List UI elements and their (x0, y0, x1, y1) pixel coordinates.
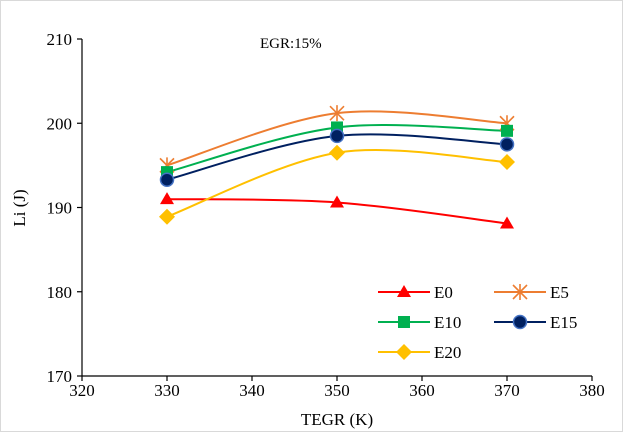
legend-item-e0: E0 (378, 283, 453, 302)
x-axis-title: TEGR (K) (301, 410, 373, 429)
data-point-e15 (329, 128, 345, 144)
x-tick-label: 330 (154, 381, 180, 400)
data-point-e15 (499, 137, 515, 152)
legend-label: E15 (550, 313, 577, 332)
x-tick-label: 380 (579, 381, 605, 400)
legend-label: E20 (434, 343, 461, 362)
y-tick-label: 180 (47, 283, 73, 302)
data-point-e0 (160, 192, 174, 205)
series-markers (159, 105, 515, 229)
data-point-e5 (329, 105, 345, 122)
legend-marker (396, 344, 412, 360)
data-point-e15 (159, 172, 175, 187)
chart-annotation: EGR:15% (260, 36, 322, 52)
y-tick-label: 200 (47, 114, 73, 133)
x-tick-label: 350 (324, 381, 350, 400)
legend-marker (512, 284, 528, 300)
legend-item-e15: E15 (494, 313, 577, 332)
y-ticks: 170 180 190 200 210 (47, 30, 82, 386)
legend: E0 E5 E10 E15 E20 (378, 283, 577, 362)
x-tick-label: 320 (69, 381, 95, 400)
legend-label: E0 (434, 283, 453, 302)
data-point-e0 (330, 195, 344, 208)
y-tick-label: 170 (47, 367, 73, 386)
x-tick-label: 340 (239, 381, 265, 400)
legend-label: E10 (434, 313, 461, 332)
data-point-e20 (329, 144, 345, 161)
y-tick-label: 190 (47, 199, 73, 218)
data-point-e20 (159, 208, 175, 225)
y-axis-title: Li (J) (10, 189, 29, 226)
x-tick-label: 370 (494, 381, 520, 400)
y-tick-label: 210 (47, 30, 73, 49)
legend-marker (397, 285, 411, 297)
data-point-e20 (499, 154, 515, 171)
legend-item-e5: E5 (494, 283, 569, 302)
legend-item-e20: E20 (378, 343, 461, 362)
legend-label: E5 (550, 283, 569, 302)
x-ticks: 320 330 340 350 360 370 380 (69, 376, 605, 400)
data-point-e10 (331, 121, 343, 134)
legend-marker (398, 316, 410, 328)
x-tick-label: 360 (409, 381, 435, 400)
legend-marker (512, 314, 528, 330)
data-point-e10 (501, 124, 513, 137)
legend-item-e10: E10 (378, 313, 461, 332)
data-point-e0 (500, 216, 514, 229)
